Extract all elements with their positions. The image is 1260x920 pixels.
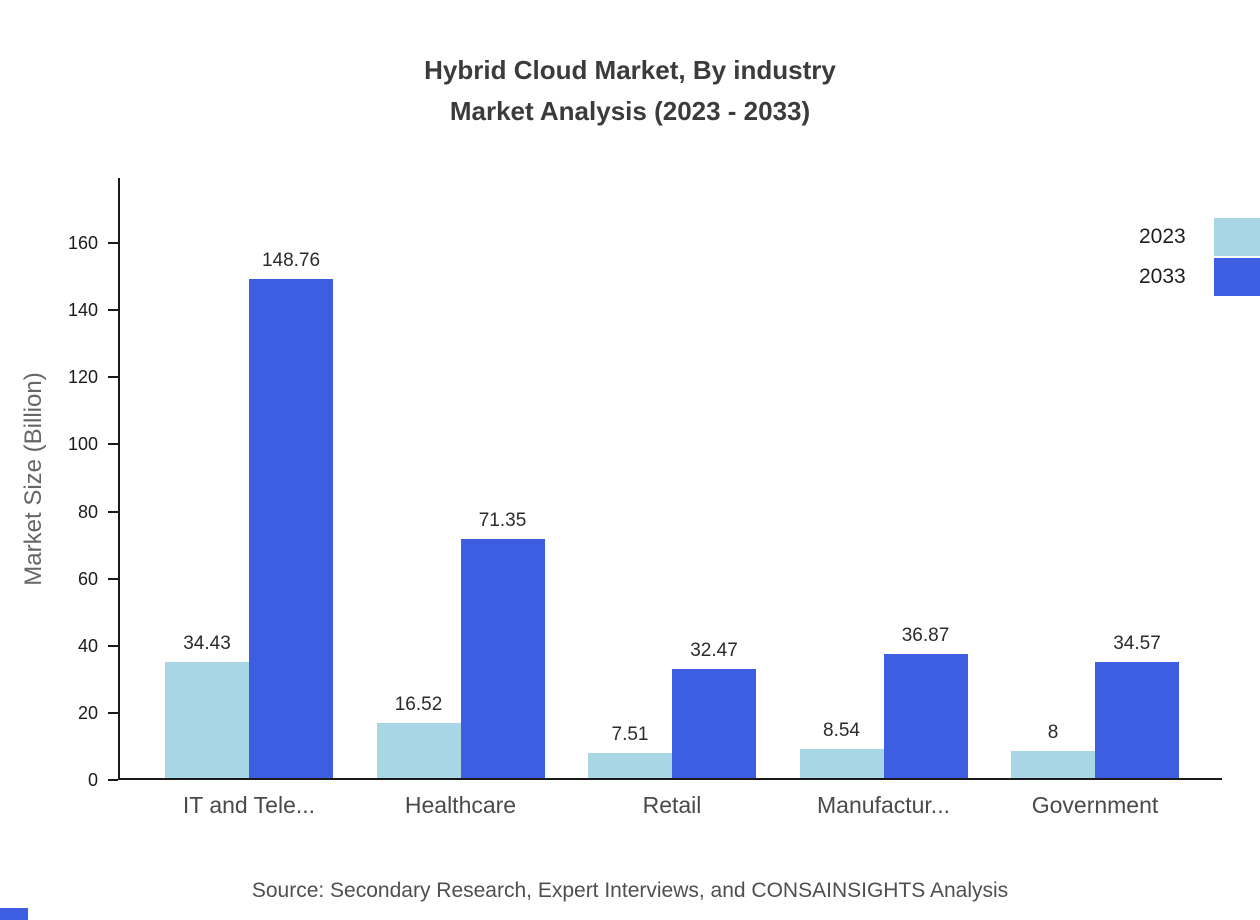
source-note: Source: Secondary Research, Expert Inter… — [251, 879, 1009, 902]
bar-value-label: 34.43 — [183, 633, 231, 655]
plot-area: 0 20 40 60 80 100 120 140 160 34.43 148.76 IT and T… — [68, 178, 1222, 818]
bar — [249, 278, 333, 778]
y-tick-label: 160 — [67, 233, 98, 253]
y-tick-mark — [108, 242, 118, 244]
y-tick-mark — [108, 577, 118, 580]
y-axis-title: Market Size (Billion) — [20, 372, 47, 586]
y-tick-mark — [108, 376, 118, 379]
bar — [799, 749, 884, 778]
bar — [883, 654, 968, 778]
bar — [588, 752, 672, 778]
brand-corner-mark — [0, 908, 28, 920]
chart-title-line2: Market Analysis (2023 - 2033) — [449, 96, 811, 126]
y-tick-mark — [108, 309, 118, 312]
y-tick-label: 80 — [77, 501, 98, 522]
legend-label: 2023 — [1139, 225, 1186, 248]
x-axis-label: IT and Tele... — [182, 792, 316, 818]
legend-swatch — [1213, 258, 1260, 296]
bar-value-label: 7.51 — [611, 723, 649, 745]
y-tick-mark — [108, 510, 118, 513]
bar-value-label: 71.35 — [478, 509, 527, 531]
bar-value-label: 36.87 — [901, 625, 950, 647]
bar — [460, 538, 545, 778]
bar-value-label: 34.57 — [1113, 632, 1161, 654]
legend-label: 2033 — [1139, 265, 1186, 288]
bar — [1011, 751, 1095, 778]
legend-item-2033: 2033 — [1139, 257, 1260, 297]
bar-value-label: 8.54 — [823, 720, 860, 742]
bar — [165, 662, 249, 778]
legend-swatch — [1213, 218, 1260, 256]
legend-item-2023: 2023 — [1139, 217, 1260, 257]
y-tick-label: 100 — [67, 434, 98, 455]
y-tick-label: 60 — [77, 568, 98, 589]
y-tick-label: 120 — [67, 367, 98, 388]
y-tick-label: 0 — [87, 770, 98, 790]
x-axis-label: Healthcare — [404, 792, 517, 818]
y-tick-mark — [108, 779, 118, 781]
bar-value-label: 16.52 — [394, 693, 443, 715]
y-tick-mark — [108, 711, 118, 714]
x-axis-label: Government — [1031, 792, 1159, 818]
bar — [672, 669, 756, 778]
bar-value-label: 148.76 — [261, 249, 321, 271]
y-tick-mark — [108, 443, 118, 446]
x-axis-label: Retail — [642, 792, 702, 818]
x-axis-label: Manufactur... — [817, 792, 950, 818]
bar-value-label: 8 — [1047, 722, 1059, 744]
y-tick-label: 140 — [67, 300, 98, 321]
chart-title: Hybrid Cloud Market, By industry Market … — [0, 50, 1260, 132]
bar — [1095, 661, 1179, 778]
y-tick-mark — [108, 644, 118, 647]
legend: 2023 2033 — [1139, 217, 1260, 297]
y-tick-label: 20 — [77, 702, 98, 723]
chart-title-line1: Hybrid Cloud Market, By industry — [424, 55, 836, 85]
y-tick-label: 40 — [77, 635, 98, 656]
bar — [376, 722, 461, 778]
bar-value-label: 32.47 — [690, 640, 738, 662]
